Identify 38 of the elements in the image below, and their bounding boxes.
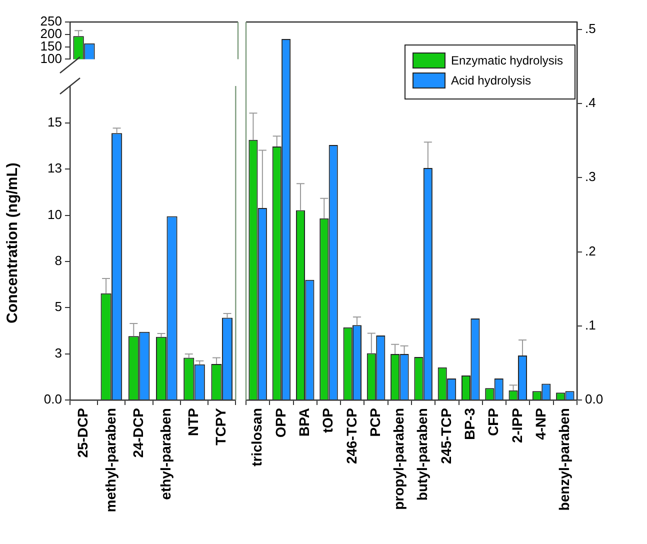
y-tick-label: .5 <box>585 20 596 36</box>
y-tick-label: 0.0 <box>44 392 62 407</box>
x-tick-label: 2-IPP <box>508 408 525 444</box>
x-tick-label: tOP <box>320 408 336 433</box>
x-tick-label: CFP <box>485 408 502 436</box>
x-tick-label: butyl-paraben <box>414 408 430 501</box>
y-tick-label: 5 <box>54 299 62 314</box>
y-tick-label: 0.0 <box>585 392 604 407</box>
x-tick-label: methyl-paraben <box>102 408 118 512</box>
x-tick-label: triclosan <box>248 408 265 466</box>
x-tick-label: 4-NP <box>532 408 548 440</box>
x-tick-label: 246-TCP <box>343 408 360 464</box>
y-tick-label: 15 <box>48 114 62 130</box>
y-tick-label: .2 <box>585 243 596 258</box>
x-tick-label: OPP <box>272 408 288 438</box>
y-tick-label: .1 <box>585 317 596 332</box>
y-tick-label: 100 <box>40 50 62 66</box>
y-tick-label: .4 <box>585 95 596 110</box>
x-tick-label: benzyl-paraben <box>556 408 572 511</box>
legend-label: Acid hydrolysis <box>451 73 532 88</box>
legend-label: Enzymatic hydrolysis <box>451 53 564 68</box>
y-tick-label: 10 <box>48 206 62 222</box>
x-tick-label: ethyl-paraben <box>158 408 174 500</box>
x-tick-label: propyl-paraben <box>390 408 407 510</box>
x-tick-label: 25-DCP <box>74 408 91 458</box>
y-axis-title: Concentration (ng/mL) <box>4 162 22 324</box>
x-tick-label: PCP <box>366 408 383 437</box>
y-tick-label: 8 <box>54 253 62 268</box>
y-tick-label: 13 <box>48 160 62 176</box>
x-tick-label: 24-DCP <box>130 408 146 458</box>
x-tick-label: BPA <box>296 408 312 437</box>
y-tick-label: 3 <box>54 345 62 360</box>
x-tick-label: 245-TCP <box>438 408 454 464</box>
y-tick-label: 150 <box>40 38 62 54</box>
x-tick-label: TCPY <box>212 407 229 446</box>
x-tick-label: NTP <box>185 408 202 436</box>
y-tick-label: .3 <box>585 169 596 184</box>
x-tick-label: BP-3 <box>461 408 478 440</box>
